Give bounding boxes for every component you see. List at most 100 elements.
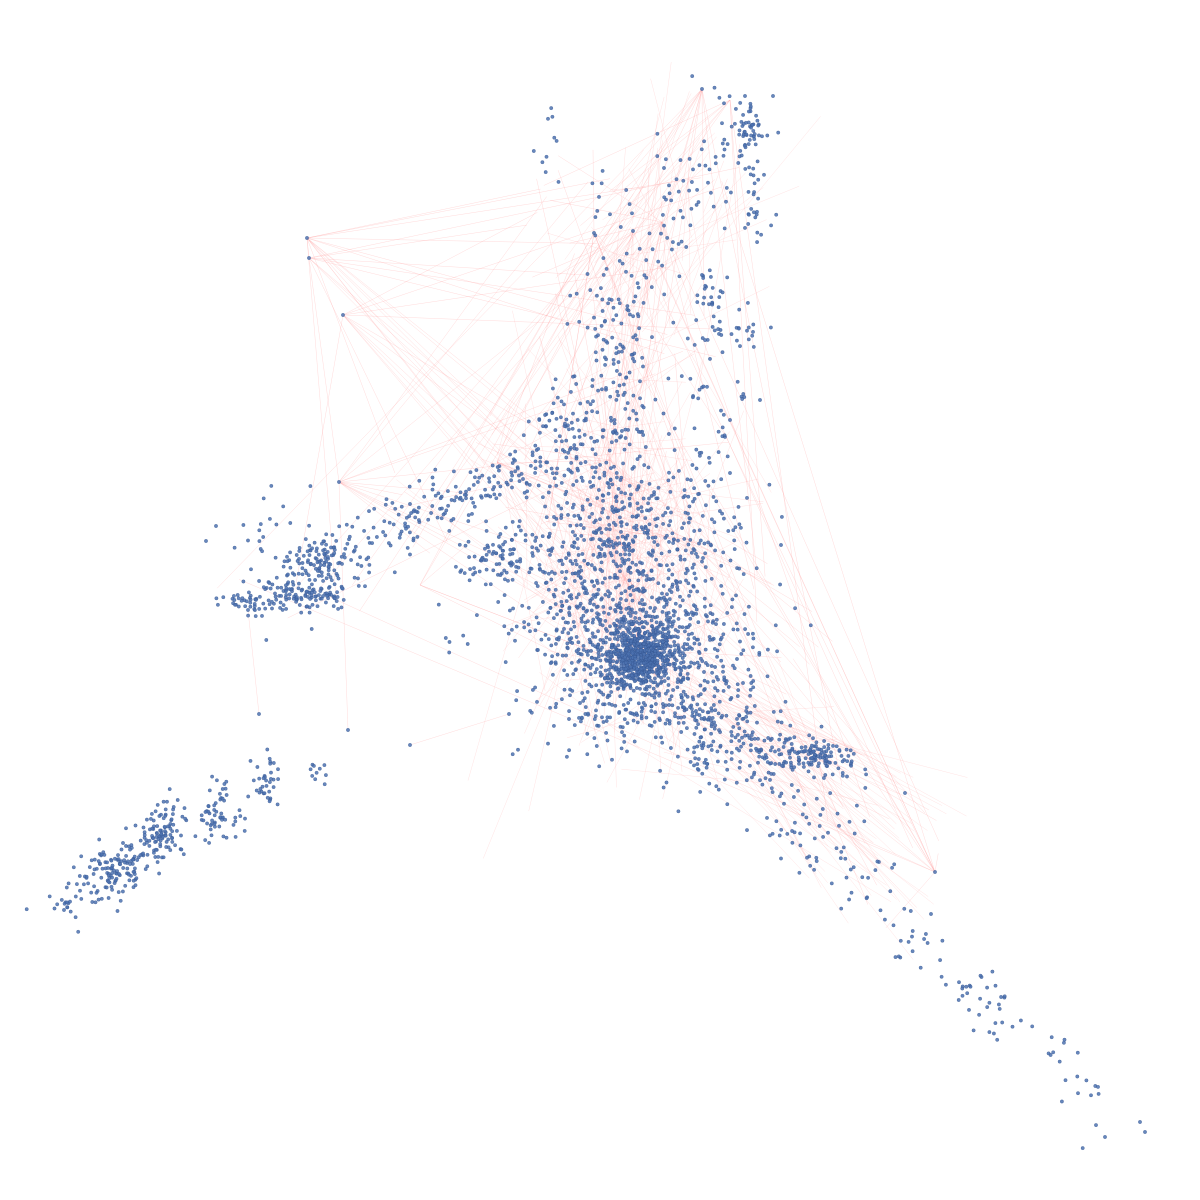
graph-node bbox=[159, 842, 162, 845]
graph-edge bbox=[620, 114, 658, 391]
graph-node bbox=[453, 499, 456, 502]
graph-node bbox=[249, 601, 252, 604]
graph-node bbox=[697, 757, 700, 760]
graph-node bbox=[779, 857, 782, 860]
graph-node bbox=[847, 898, 850, 901]
graph-node bbox=[682, 179, 685, 182]
graph-node bbox=[298, 603, 301, 606]
graph-node bbox=[635, 668, 638, 671]
graph-node bbox=[673, 651, 676, 654]
graph-node bbox=[552, 616, 555, 619]
graph-node bbox=[461, 499, 464, 502]
graph-node bbox=[721, 351, 724, 354]
graph-node bbox=[514, 470, 517, 473]
graph-node bbox=[605, 267, 608, 270]
graph-node bbox=[634, 563, 637, 566]
graph-node bbox=[180, 848, 183, 851]
graph-node bbox=[600, 324, 603, 327]
graph-node bbox=[619, 343, 622, 346]
graph-node bbox=[775, 820, 778, 823]
graph-node bbox=[667, 377, 670, 380]
graph-node bbox=[677, 190, 680, 193]
graph-node bbox=[693, 718, 696, 721]
graph-node bbox=[603, 474, 606, 477]
graph-node bbox=[599, 691, 602, 694]
graph-node bbox=[664, 692, 667, 695]
graph-node bbox=[864, 786, 867, 789]
graph-node bbox=[726, 455, 729, 458]
graph-node bbox=[243, 829, 246, 832]
graph-node bbox=[635, 338, 638, 341]
graph-node bbox=[528, 571, 531, 574]
graph-node bbox=[554, 588, 557, 591]
graph-node bbox=[556, 467, 559, 470]
graph-node bbox=[297, 572, 300, 575]
graph-node bbox=[689, 478, 692, 481]
graph-node bbox=[152, 837, 155, 840]
graph-node bbox=[650, 705, 653, 708]
graph-node bbox=[558, 559, 561, 562]
graph-node bbox=[758, 755, 761, 758]
graph-node bbox=[638, 678, 641, 681]
graph-edge bbox=[494, 444, 610, 460]
graph-node bbox=[596, 334, 599, 337]
graph-node bbox=[323, 563, 326, 566]
graph-node bbox=[588, 641, 591, 644]
graph-node bbox=[702, 296, 705, 299]
graph-edge bbox=[404, 492, 640, 650]
graph-node bbox=[492, 569, 495, 572]
graph-node bbox=[466, 642, 469, 645]
graph-node bbox=[520, 472, 523, 475]
graph-node bbox=[314, 595, 317, 598]
graph-node bbox=[665, 534, 668, 537]
graph-node bbox=[702, 744, 705, 747]
graph-node bbox=[717, 788, 720, 791]
graph-node bbox=[733, 539, 736, 542]
graph-node bbox=[596, 439, 599, 442]
graph-node bbox=[615, 471, 618, 474]
graph-node bbox=[467, 555, 470, 558]
graph-node bbox=[578, 701, 581, 704]
graph-node bbox=[733, 516, 736, 519]
graph-node bbox=[560, 604, 563, 607]
graph-node bbox=[612, 362, 615, 365]
graph-node bbox=[497, 481, 500, 484]
graph-node bbox=[367, 571, 370, 574]
graph-node bbox=[729, 698, 732, 701]
graph-node bbox=[618, 516, 621, 519]
graph-node bbox=[966, 992, 969, 995]
graph-node bbox=[803, 749, 806, 752]
graph-node bbox=[238, 809, 241, 812]
graph-node bbox=[708, 638, 711, 641]
graph-node bbox=[308, 611, 311, 614]
graph-node bbox=[601, 169, 604, 172]
graph-node bbox=[121, 890, 124, 893]
graph-node bbox=[845, 775, 848, 778]
graph-node bbox=[751, 330, 754, 333]
graph-node bbox=[340, 555, 343, 558]
graph-node bbox=[595, 294, 598, 297]
graph-node bbox=[819, 813, 822, 816]
graph-node bbox=[798, 871, 801, 874]
graph-node bbox=[633, 740, 636, 743]
graph-node bbox=[298, 549, 301, 552]
graph-node bbox=[573, 579, 576, 582]
graph-node bbox=[610, 554, 613, 557]
graph-node bbox=[215, 597, 218, 600]
graph-node bbox=[756, 737, 759, 740]
graph-node bbox=[805, 816, 808, 819]
graph-node bbox=[682, 706, 685, 709]
graph-node bbox=[499, 573, 502, 576]
graph-node bbox=[605, 719, 608, 722]
graph-edge bbox=[646, 125, 708, 301]
graph-node bbox=[602, 720, 605, 723]
graph-node bbox=[631, 229, 634, 232]
graph-edge bbox=[505, 486, 546, 691]
graph-node bbox=[695, 608, 698, 611]
graph-node bbox=[573, 625, 576, 628]
graph-node bbox=[1050, 1036, 1053, 1039]
graph-node bbox=[681, 656, 684, 659]
graph-node bbox=[412, 510, 415, 513]
graph-node bbox=[543, 505, 546, 508]
graph-node bbox=[718, 643, 721, 646]
